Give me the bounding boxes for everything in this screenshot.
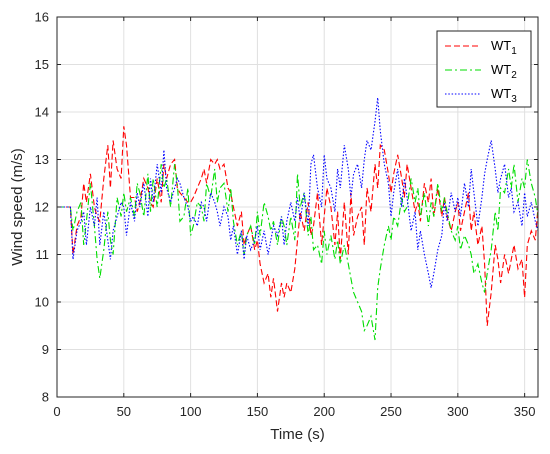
legend-box [436, 30, 532, 108]
legend-label-wt2: WT2 [491, 62, 517, 81]
y-tick-label: 14 [35, 105, 49, 120]
x-tick-label: 0 [53, 404, 60, 419]
x-tick-label: 100 [180, 404, 202, 419]
legend-subscript: 2 [511, 70, 517, 81]
legend-name: WT [491, 38, 511, 53]
y-tick-label: 15 [35, 57, 49, 72]
x-tick-label: 250 [380, 404, 402, 419]
y-tick-label: 11 [36, 247, 50, 262]
y-tick-label: 8 [42, 390, 49, 405]
x-tick-label: 300 [447, 404, 469, 419]
series-lines [57, 97, 539, 341]
legend-subscript: 3 [511, 94, 517, 105]
y-tick-label: 12 [35, 200, 49, 215]
legend-name: WT [491, 62, 511, 77]
y-tick-label: 9 [42, 342, 49, 357]
legend-label-wt3: WT3 [491, 86, 517, 105]
y-tick-label: 13 [35, 152, 49, 167]
legend-subscript: 1 [511, 46, 517, 57]
x-axis-label: Time (s) [270, 426, 324, 443]
series-line-wt1 [57, 126, 539, 326]
y-tick-label: 16 [35, 10, 49, 25]
legend-name: WT [491, 86, 511, 101]
x-tick-label: 200 [313, 404, 335, 419]
x-tick-label: 350 [514, 404, 536, 419]
y-axis-label: Wind speed (m/s) [9, 148, 26, 266]
series-line-wt3 [57, 97, 539, 288]
x-tick-label: 50 [117, 404, 131, 419]
legend-label-wt1: WT1 [491, 38, 517, 57]
series-line-wt2 [57, 159, 539, 341]
x-tick-label: 150 [247, 404, 269, 419]
y-tick-label: 10 [35, 295, 49, 310]
